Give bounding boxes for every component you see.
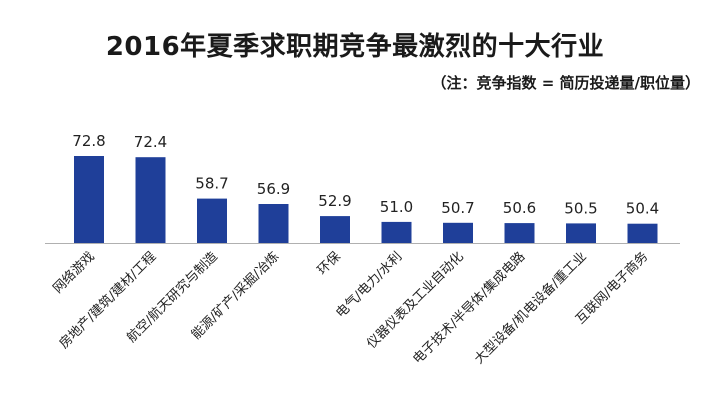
value-label-7: 50.6: [503, 199, 536, 217]
category-label-4: 环保: [315, 249, 344, 278]
bar-9: [627, 223, 658, 243]
value-label-8: 50.5: [564, 199, 597, 217]
value-label-9: 50.4: [626, 200, 659, 218]
category-label-7: 电子技术/半导体/集成电路: [410, 249, 529, 368]
bar-4: [320, 216, 350, 243]
bar-7: [504, 223, 535, 243]
value-label-0: 72.8: [72, 132, 105, 150]
category-label-0: 网络游戏: [50, 249, 98, 297]
value-label-1: 72.4: [134, 133, 167, 151]
value-label-5: 51.0: [380, 198, 413, 216]
bar-6: [443, 222, 473, 243]
bar-1: [135, 157, 166, 243]
bar-2: [197, 198, 227, 243]
value-label-4: 52.9: [318, 192, 351, 210]
chart-title: 2016年夏季求职期竞争最激烈的十大行业: [105, 32, 605, 62]
bar-3: [258, 204, 289, 243]
value-label-6: 50.7: [441, 199, 474, 217]
chart-subtitle: （注：竞争指数 = 简历投递量/职位量）: [431, 74, 701, 92]
category-label-8: 大型设备/机电设备/重工业: [471, 249, 590, 368]
value-label-3: 56.9: [257, 180, 290, 198]
bar-0: [74, 156, 104, 243]
bar-5: [381, 221, 412, 243]
bar-8: [566, 223, 596, 243]
value-label-2: 58.7: [195, 175, 228, 193]
